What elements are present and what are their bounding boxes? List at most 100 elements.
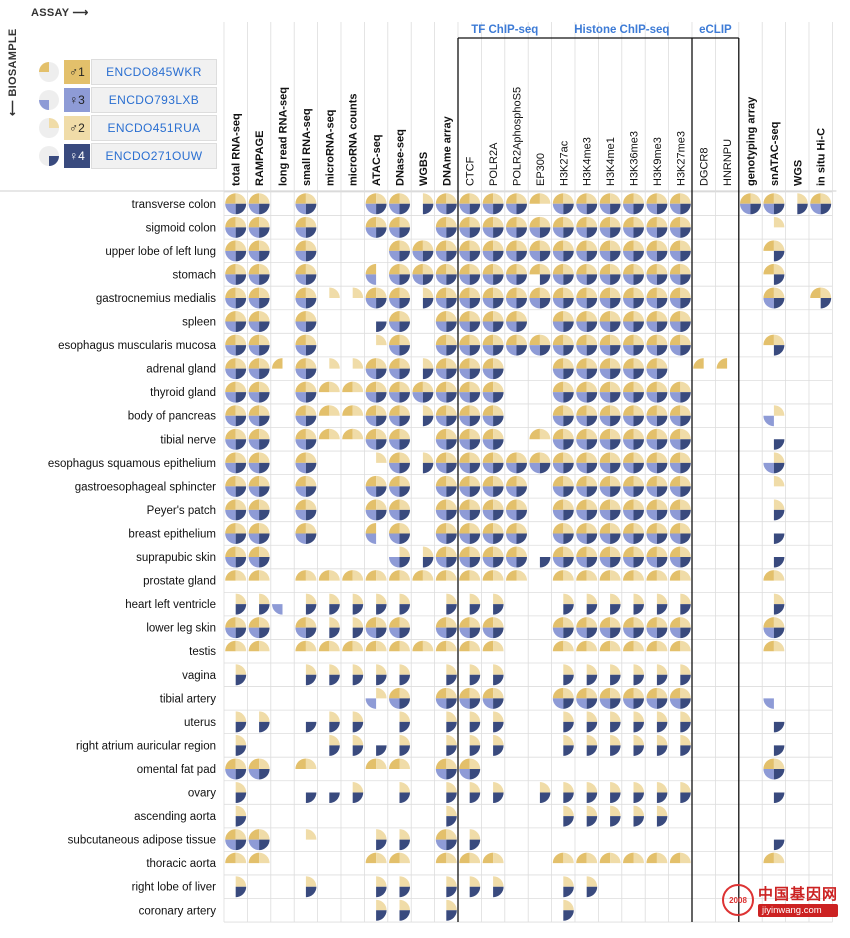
donor-id[interactable]: ENCDO451RUA (91, 114, 217, 141)
cell-quadrant (552, 368, 564, 380)
cell-quadrant (493, 711, 504, 722)
cell-quadrant (576, 533, 587, 544)
cell-quadrant (576, 509, 587, 521)
cell-quadrant (295, 462, 306, 474)
cell-quadrant (305, 593, 317, 605)
cell-quadrant (669, 475, 681, 487)
cell-quadrant (399, 839, 410, 851)
cell-quadrant (422, 193, 434, 204)
cell-quadrant (435, 297, 447, 309)
cell-quadrant (599, 698, 611, 709)
donor-id[interactable]: ENCDO845WKR (91, 58, 217, 85)
cell-quadrant (295, 392, 306, 403)
cell-quadrant (599, 287, 611, 298)
donor-id[interactable]: ENCDO271OUW (91, 142, 217, 169)
cell-quadrant (422, 381, 434, 393)
cell-quadrant (329, 664, 340, 675)
cell-quadrant (305, 604, 317, 615)
cell-quadrant (669, 250, 681, 262)
cell-quadrant (563, 462, 574, 474)
cell-quadrant (563, 287, 574, 298)
cell-quadrant (586, 250, 598, 262)
cell-quadrant (459, 368, 470, 380)
cell-quadrant (399, 522, 410, 534)
cell-quadrant (389, 758, 400, 769)
cell-quadrant (646, 274, 657, 285)
cell-quadrant (225, 428, 236, 440)
cell-quadrant (225, 240, 236, 251)
cell-quadrant (399, 334, 410, 346)
cell-quadrant (329, 381, 340, 393)
cell-quadrant (469, 604, 481, 615)
assay-label: EP300 (535, 153, 547, 186)
cell-quadrant (305, 617, 317, 628)
cell-quadrant (376, 216, 387, 228)
cell-quadrant (435, 829, 447, 840)
cell-quadrant (412, 392, 423, 403)
cell-quadrant (773, 499, 785, 510)
biosample-label: tibial artery (160, 693, 216, 705)
cell-quadrant (259, 522, 270, 534)
cell-quadrant (459, 392, 470, 403)
cell-quadrant (235, 627, 247, 639)
cell-quadrant (482, 852, 494, 864)
cell-quadrant (376, 664, 387, 675)
cell-quadrant (248, 263, 260, 275)
cell-quadrant (633, 193, 644, 204)
cell-quadrant (329, 721, 340, 733)
cell-quadrant (329, 711, 340, 722)
cell-quadrant (389, 345, 400, 356)
cell-quadrant (610, 415, 621, 427)
cell-quadrant (235, 462, 247, 474)
cell-quadrant (552, 193, 564, 204)
cell-quadrant (248, 392, 260, 403)
cell-quadrant (482, 627, 494, 639)
cell-quadrant (669, 392, 681, 403)
cell-quadrant (529, 287, 540, 298)
biosample-label: tibial nerve (160, 434, 216, 446)
cell-quadrant (539, 557, 551, 568)
cell-quadrant (680, 345, 691, 356)
cell-quadrant (656, 462, 668, 474)
cell-quadrant (305, 674, 317, 686)
cell-quadrant (506, 321, 517, 333)
cell-quadrant (295, 216, 306, 228)
cell-quadrant (235, 640, 247, 652)
cell-quadrant (656, 439, 668, 450)
donor-id[interactable]: ENCDO793LXB (91, 86, 217, 113)
cell-quadrant (389, 368, 400, 380)
cell-quadrant (506, 499, 517, 510)
cell-quadrant (305, 227, 317, 238)
cell-quadrant (446, 193, 457, 204)
cell-quadrant (248, 287, 260, 298)
cell-quadrant (656, 486, 668, 497)
cell-quadrant (506, 570, 517, 581)
cell-quadrant (563, 792, 574, 804)
cell-quadrant (389, 617, 400, 628)
cell-quadrant (552, 570, 564, 581)
cell-quadrant (248, 852, 260, 864)
cell-quadrant (272, 358, 283, 369)
cell-quadrant (225, 627, 236, 639)
cell-quadrant (248, 557, 260, 568)
cell-quadrant (435, 240, 447, 251)
cell-quadrant (493, 287, 504, 298)
cell-quadrant (235, 287, 247, 298)
cell-quadrant (563, 392, 574, 403)
cell-quadrant (669, 287, 681, 298)
cell-quadrant (506, 546, 517, 558)
cell-quadrant (399, 203, 410, 215)
cell-quadrant (295, 311, 306, 322)
cell-quadrant (506, 203, 517, 215)
cell-quadrant (459, 522, 470, 534)
cell-quadrant (680, 475, 691, 487)
cell-quadrant (259, 499, 270, 510)
cell-quadrant (610, 792, 621, 804)
cell-quadrant (295, 428, 306, 440)
cell-quadrant (412, 640, 423, 652)
cell-quadrant (773, 640, 785, 652)
cell-quadrant (469, 334, 481, 346)
cell-quadrant (482, 240, 494, 251)
biosample-label: prostate gland (143, 576, 216, 588)
cell-quadrant (586, 745, 598, 756)
